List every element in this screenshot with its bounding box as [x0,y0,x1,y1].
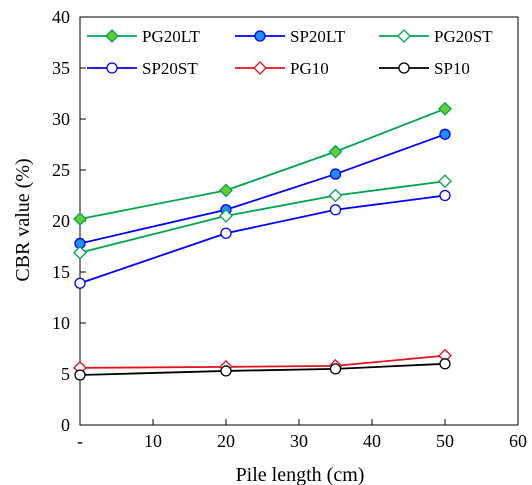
legend-label-sp20st: SP20ST [142,59,198,78]
legend-marker-pg20lt [105,29,119,43]
x-axis-title: Pile length (cm) [236,464,365,485]
plot-area [79,16,519,426]
y-tick-label: 30 [52,109,70,129]
y-tick-label: 25 [52,160,70,180]
data-point-pg20lt [219,183,233,198]
legend: PG20LT SP20LT PG20ST SP20ST PG10 SP10 [87,27,493,78]
legend-item-pg20st: PG20ST [379,27,493,46]
y-tick-label: 5 [61,364,70,384]
plot-frame [79,16,519,426]
y-tick-label: 40 [52,7,70,27]
series-line-pg20lt [79,107,446,220]
legend-item-pg10: PG10 [235,59,329,78]
legend-marker-sp20lt [254,30,266,42]
legend-marker-sp10 [398,62,410,74]
x-tick-label: 40 [363,431,381,451]
data-point-pg20st [438,174,452,189]
x-tick-label: 20 [217,431,235,451]
series-line-sp10 [79,362,446,376]
series-sp20lt [74,128,451,250]
y-tick-label: 15 [52,262,70,282]
y-tick-label: 10 [52,313,70,333]
data-point-pg20st [219,208,233,223]
data-point-sp10 [439,358,451,370]
y-tick-label: 35 [52,58,70,78]
series-pg20lt [73,101,452,226]
data-point-sp10 [220,365,232,377]
x-tick-label: 50 [436,431,454,451]
series-line-pg20st [79,180,446,254]
data-point-sp20st [220,227,232,239]
series-sp20st [74,189,451,289]
legend-marker-sp20st [106,62,118,74]
y-tick-label: 0 [61,415,70,435]
x-tick-label: 10 [144,431,162,451]
legend-marker-pg20st [397,29,411,43]
x-tick-label: - [77,431,83,451]
legend-label-sp10: SP10 [434,59,470,78]
data-point-pg20st [328,188,343,203]
legend-marker-pg10 [253,61,267,75]
legend-label-sp20lt: SP20LT [290,27,346,46]
x-tick-label: 30 [290,431,308,451]
data-point-sp20lt [439,128,451,140]
data-point-sp20st [329,204,342,216]
legend-item-sp10: SP10 [379,59,470,78]
series-line-sp20lt [79,133,446,245]
data-point-sp20lt [329,168,342,180]
series-group [73,101,452,381]
data-point-pg20lt [438,101,452,116]
data-point-sp10 [329,363,342,375]
data-point-sp20st [74,277,86,289]
y-tick-label: 20 [52,211,70,231]
data-point-pg20st [73,245,87,260]
legend-label-pg20st: PG20ST [434,27,493,46]
legend-item-sp20lt: SP20LT [235,27,346,46]
data-point-sp10 [74,369,86,381]
data-point-pg20lt [73,212,87,226]
legend-label-pg10: PG10 [290,59,329,78]
series-line-pg10 [79,354,446,369]
legend-item-sp20st: SP20ST [87,59,198,78]
data-point-pg20lt [328,144,343,159]
axes: - 10 20 30 40 50 60 0 5 10 15 20 25 30 35 40 [52,7,527,451]
legend-item-pg20lt: PG20LT [87,27,201,46]
data-point-sp20st [439,189,451,202]
x-tick-label: 60 [509,431,527,451]
series-line-sp20st [79,194,446,285]
legend-label-pg20lt: PG20LT [142,27,201,46]
series-sp10 [74,358,451,381]
series-pg20st [73,174,452,260]
y-axis-title: CBR value (%) [12,158,34,281]
